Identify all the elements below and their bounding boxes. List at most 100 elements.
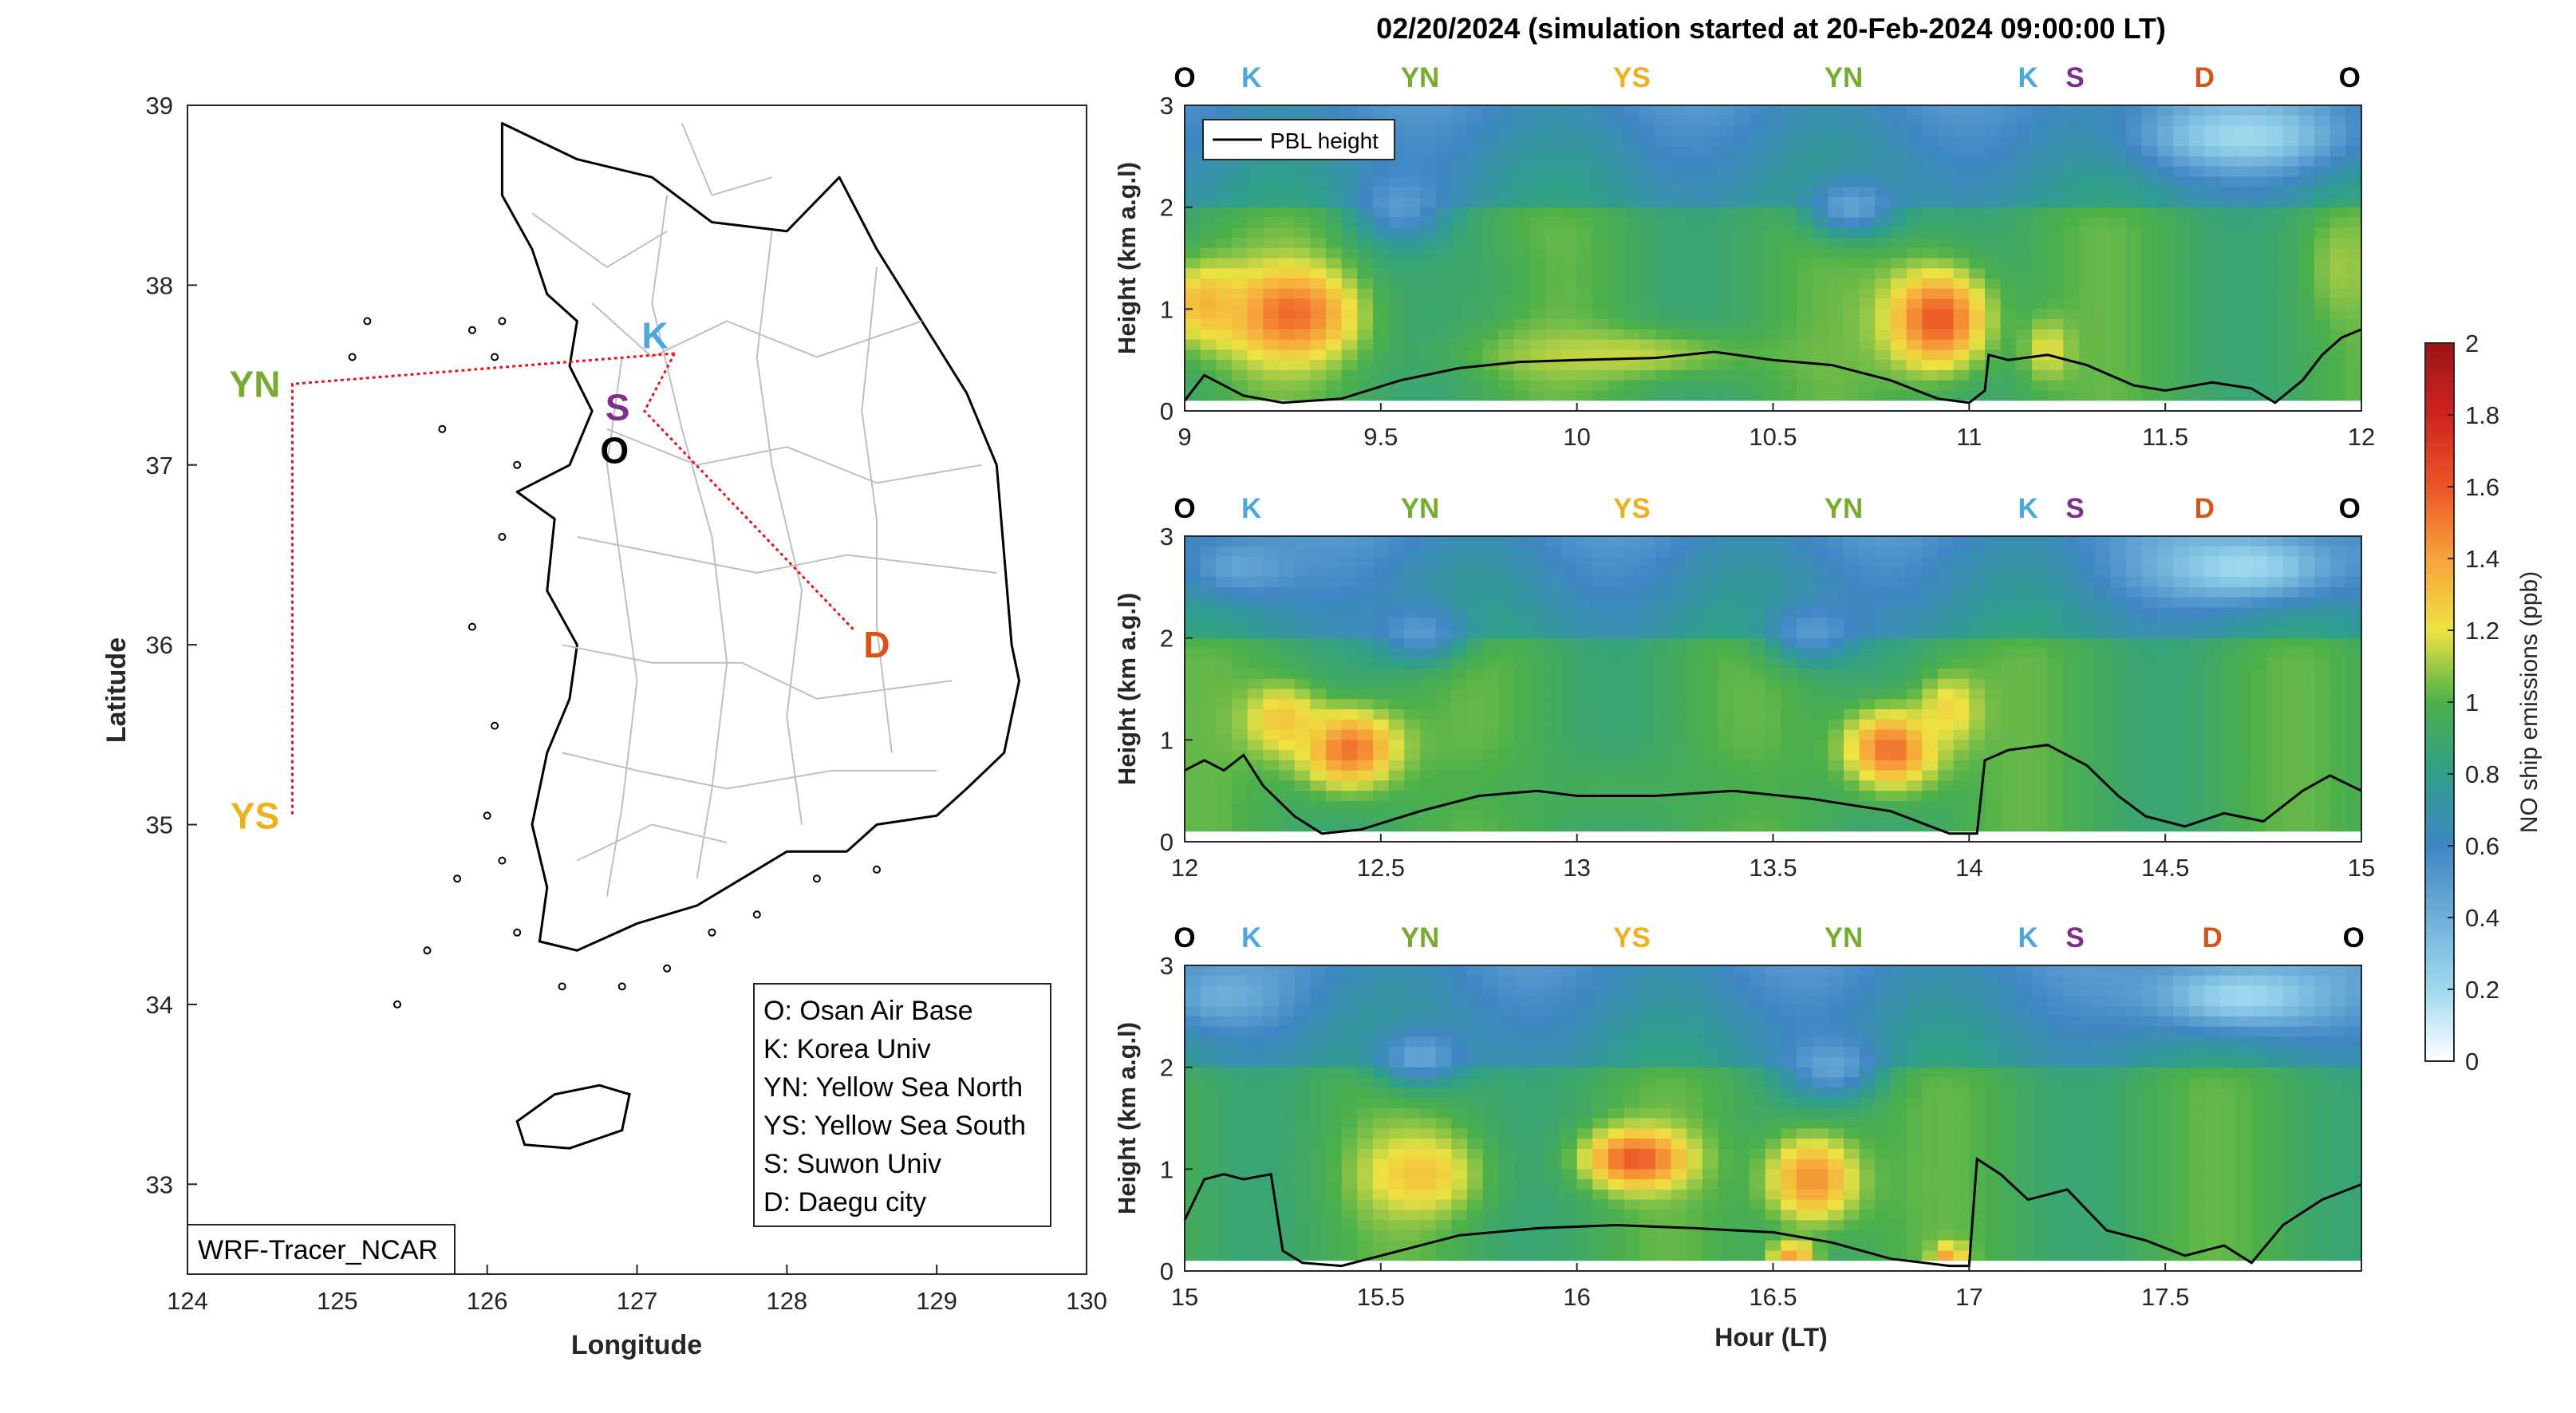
heatmap-cell: [1812, 750, 1829, 761]
heatmap-cell: [1844, 349, 1860, 361]
heatmap-cell: [1797, 546, 1813, 558]
heatmap-cell: [1734, 669, 1750, 680]
heatmap-cell: [2173, 800, 2190, 812]
heatmap-cell: [1247, 278, 1264, 290]
heatmap-cell: [2220, 156, 2237, 168]
heatmap-cell: [1938, 648, 1955, 659]
heatmap-cell: [1200, 1006, 1217, 1017]
heatmap-cell: [1420, 607, 1437, 618]
heatmap-cell: [1216, 1107, 1233, 1119]
heatmap-cell: [1828, 821, 1844, 833]
heatmap-cell: [2282, 136, 2300, 147]
heatmap-cell: [2032, 800, 2049, 812]
heatmap-cell: [2032, 586, 2049, 598]
heatmap-cell: [1953, 166, 1970, 178]
heatmap-cell: [1608, 196, 1625, 208]
heatmap-cell: [1247, 105, 1264, 116]
heatmap-cell: [1891, 618, 1907, 629]
heatmap-cell: [1326, 618, 1343, 629]
heatmap-cell: [2220, 309, 2237, 320]
heatmap-cell: [1216, 577, 1233, 588]
heatmap-cell: [1844, 689, 1860, 701]
heatmap-cell: [1734, 689, 1750, 701]
heatmap-cell: [2110, 298, 2127, 310]
heatmap-cell: [2079, 390, 2096, 402]
heatmap-cell: [1545, 227, 1562, 239]
heatmap-cell: [1828, 369, 1844, 381]
heatmap-cell: [1420, 770, 1437, 782]
heatmap-cell: [2047, 207, 2065, 219]
heatmap-cell: [1247, 1006, 1264, 1017]
heatmap-cell: [1310, 689, 1327, 701]
heatmap-cell: [1623, 278, 1641, 290]
heatmap-cell: [1326, 719, 1343, 731]
heatmap-cell: [1938, 187, 1955, 198]
heatmap-cell: [2267, 268, 2284, 279]
heatmap-cell: [1639, 546, 1656, 558]
heatmap-cell: [2188, 760, 2206, 772]
heatmap-cell: [1561, 207, 1578, 219]
heatmap-cell: [1938, 176, 1955, 187]
heatmap-cell: [1765, 566, 1782, 578]
heatmap-cell: [2000, 791, 2018, 802]
heatmap-cell: [2173, 125, 2190, 137]
heatmap-cell: [1200, 760, 1217, 772]
heatmap-cell: [1185, 689, 1201, 701]
heatmap-cell: [2126, 729, 2143, 741]
heatmap-cell: [1498, 556, 1515, 568]
heatmap-cell: [1451, 196, 1468, 208]
heatmap-cell: [2079, 196, 2096, 208]
heatmap-cell: [1671, 125, 1688, 137]
heatmap-cell: [1310, 669, 1327, 680]
heatmap-cell: [1828, 618, 1844, 629]
heatmap-cell: [1953, 105, 1970, 116]
site-label-k: K: [641, 315, 668, 357]
heatmap-cell: [1420, 187, 1437, 198]
heatmap-cell: [2220, 146, 2237, 157]
heatmap-cell: [1467, 217, 1484, 228]
heatmap-cell: [1498, 719, 1515, 731]
heatmap-cell: [1200, 648, 1217, 659]
heatmap-cell: [2016, 811, 2033, 823]
heatmap-cell: [1797, 597, 1813, 609]
heatmap-cell: [1781, 669, 1797, 680]
heatmap-cell: [1404, 288, 1421, 300]
heatmap-cell: [1718, 800, 1735, 812]
heatmap-cell: [2047, 329, 2065, 341]
heatmap-cell: [1702, 298, 1719, 310]
heatmap-cell: [1859, 196, 1876, 208]
heatmap-cell: [1891, 658, 1907, 669]
heatmap-cell: [2204, 298, 2221, 310]
heatmap-cell: [1247, 996, 1264, 1007]
heatmap-cell: [2047, 247, 2065, 259]
heatmap-cell: [1938, 729, 1955, 741]
heatmap-cell: [1326, 1179, 1343, 1190]
heatmap-cell: [1639, 586, 1656, 598]
heatmap-cell: [1357, 329, 1374, 341]
heatmap-cell: [1922, 536, 1939, 547]
heatmap-cell: [1232, 1199, 1249, 1211]
heatmap-cell: [1326, 709, 1343, 720]
heatmap-cell: [2094, 349, 2112, 361]
heatmap-cell: [2235, 166, 2253, 178]
heatmap-cell: [2173, 146, 2190, 157]
heatmap-cell: [1655, 699, 1672, 710]
heatmap-cell: [2204, 390, 2221, 402]
heatmap-cell: [1781, 156, 1797, 168]
heatmap-cell: [1576, 339, 1594, 351]
heatmap-cell: [1420, 349, 1437, 361]
heatmap-cell: [2220, 770, 2237, 782]
heatmap-cell: [2267, 678, 2284, 690]
heatmap-cell: [2094, 669, 2112, 680]
heatmap-cell: [2345, 187, 2362, 198]
heatmap-cell: [1435, 136, 1453, 147]
heatmap-cell: [2047, 196, 2065, 208]
heatmap-cell: [1671, 278, 1688, 290]
heatmap-cell: [2141, 709, 2159, 720]
heatmap-cell: [1906, 309, 1923, 320]
heatmap-cell: [1263, 811, 1280, 823]
island: [423, 946, 432, 955]
heatmap-cell: [1828, 309, 1844, 320]
heatmap-cell: [1435, 187, 1453, 198]
heatmap-cell: [1185, 227, 1201, 239]
